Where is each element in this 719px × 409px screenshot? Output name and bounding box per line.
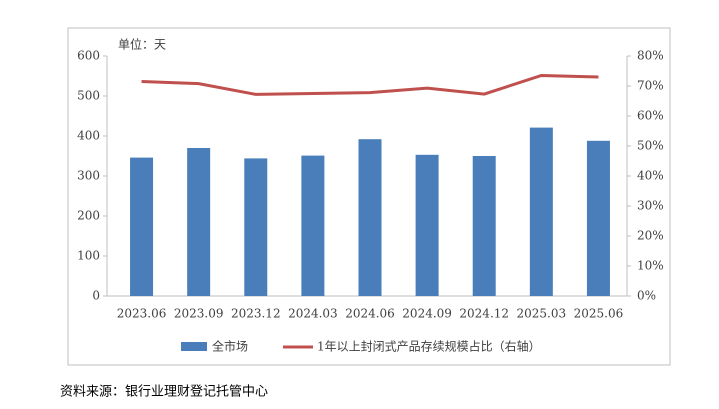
y-tick-label: 300 [77, 169, 100, 183]
y2-tick-label: 20% [637, 229, 664, 243]
unit-label: 单位：天 [118, 37, 166, 52]
legend-swatch [181, 342, 207, 351]
x-tick-label: 2023.12 [231, 307, 281, 321]
y2-tick-label: 50% [637, 139, 664, 153]
y-tick-label: 200 [77, 209, 100, 223]
bar [358, 139, 382, 296]
y-tick-label: 600 [77, 49, 100, 63]
bar [301, 155, 325, 296]
x-tick-label: 2025.06 [574, 307, 624, 321]
y2-tick-label: 0% [637, 289, 656, 303]
source-note: 资料来源：银行业理财登记托管中心 [60, 385, 268, 400]
bar [244, 158, 268, 296]
y-tick-label: 500 [77, 89, 100, 103]
legend-label: 1年以上封闭式产品存续规模占比（右轴） [317, 339, 541, 354]
x-tick-label: 2023.09 [174, 307, 224, 321]
y-tick-label: 400 [77, 129, 100, 143]
bar [472, 156, 496, 296]
line-series [141, 73, 599, 96]
y2-tick-label: 60% [637, 109, 664, 123]
y2-tick-label: 80% [637, 49, 664, 63]
x-tick-label: 2024.09 [402, 307, 452, 321]
bar [130, 157, 154, 296]
bar [529, 127, 553, 296]
legend-label: 全市场 [212, 339, 248, 354]
bar [187, 148, 211, 296]
y-tick-label: 100 [77, 249, 100, 263]
x-tick-label: 2023.06 [117, 307, 167, 321]
bar [415, 154, 439, 296]
x-tick-label: 2025.03 [517, 307, 567, 321]
y2-tick-label: 40% [637, 169, 664, 183]
x-tick-label: 2024.12 [459, 307, 509, 321]
x-tick-label: 2024.03 [288, 307, 338, 321]
y2-tick-label: 10% [637, 259, 664, 273]
bar [586, 140, 610, 296]
y2-tick-label: 30% [637, 199, 664, 213]
y-tick-label: 0 [92, 289, 100, 303]
x-tick-label: 2024.06 [345, 307, 395, 321]
chart-frame [67, 27, 671, 366]
y2-tick-label: 70% [637, 79, 664, 93]
